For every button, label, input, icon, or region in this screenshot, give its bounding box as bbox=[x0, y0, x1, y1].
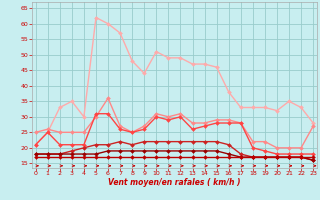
X-axis label: Vent moyen/en rafales ( km/h ): Vent moyen/en rafales ( km/h ) bbox=[108, 178, 241, 187]
